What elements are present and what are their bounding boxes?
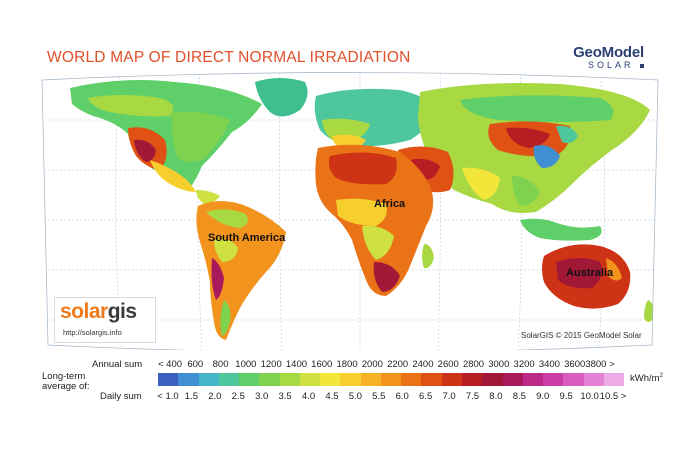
legend-tick: 2.0 (208, 391, 222, 402)
solargis-wordmark: solargis (60, 300, 137, 324)
legend-swatch (340, 373, 361, 386)
legend-tick: 5.0 (348, 391, 362, 402)
legend-swatch (522, 373, 544, 386)
asia (418, 83, 650, 213)
legend-tick: 2400 (412, 359, 434, 370)
legend-tick: 1200 (260, 359, 282, 370)
legend-tick: 1600 (311, 359, 333, 370)
legend-swatch (259, 373, 280, 386)
solargis-url: http://solargis.info (63, 328, 122, 337)
legend-tick: 2.5 (231, 391, 245, 402)
legend-color-bar (158, 373, 625, 386)
legend-unit-text: kWh/m (630, 373, 660, 385)
legend-tick: 1.5 (184, 391, 199, 402)
legend-tick: 10.5 > (599, 391, 627, 402)
logo-word-a: solar (60, 300, 108, 323)
brand-sub-text: SOLAR (587, 60, 634, 70)
legend-longterm-line1: Long-term (42, 371, 86, 382)
legend-swatch (461, 373, 483, 386)
legend-tick: 2800 (462, 359, 485, 370)
legend-swatch (380, 373, 402, 386)
legend-tick: 3600 (564, 359, 586, 370)
region-label-africa: Africa (374, 198, 406, 210)
region-label-south-america: South America (208, 232, 286, 244)
legend-tick: 2000 (361, 359, 383, 370)
legend-swatch (563, 373, 584, 386)
legend-tick: 1000 (235, 359, 257, 370)
legend-tick: 7.0 (442, 391, 456, 402)
map-title: WORLD MAP OF DIRECT NORMAL IRRADIATION (47, 49, 411, 66)
legend-swatch (320, 373, 341, 386)
legend-tick: < 400 (157, 359, 183, 370)
legend-swatch (279, 373, 300, 386)
legend-tick: < 1.0 (157, 391, 179, 402)
legend-tick: 10.0 (580, 391, 599, 402)
greenland (255, 78, 308, 117)
south-america (196, 201, 286, 340)
copyright: SolarGIS © 2015 GeoModel Solar (521, 331, 642, 340)
legend-tick: 9.5 (559, 391, 573, 402)
legend-daily-label: Daily sum (100, 391, 142, 402)
north-america (70, 80, 262, 204)
legend-tick: 8.0 (489, 391, 503, 402)
legend-tick: 8.5 (512, 391, 526, 402)
region-label-australia: Australia (566, 267, 614, 279)
legend-tick: 4.0 (301, 391, 316, 402)
brand-name: GeoModel (573, 44, 644, 61)
new-zealand (644, 300, 655, 322)
legend-swatch (218, 373, 240, 386)
legend-unit-sup: 2 (659, 373, 663, 379)
legend-swatch (441, 373, 462, 386)
legend-tick: 3200 (513, 359, 535, 370)
legend-swatch (360, 373, 381, 386)
legend-tick: 3.5 (278, 391, 292, 402)
brand-sub: SOLAR (573, 60, 644, 70)
legend-swatch (198, 373, 219, 386)
legend-swatch (178, 373, 199, 386)
globe-outline (41, 72, 659, 350)
legend-tick: 4.5 (325, 391, 339, 402)
legend-swatch (299, 373, 321, 386)
legend-tick: 1400 (285, 359, 308, 370)
legend-swatch (502, 373, 523, 386)
legend-annual-label: Annual sum (92, 359, 143, 370)
legend-longterm-line2: average of: (42, 381, 90, 392)
legend-tick: 6.5 (419, 391, 433, 402)
legend-tick: 2600 (437, 359, 459, 370)
legend-tick: 3000 (488, 359, 510, 370)
legend-swatch (421, 373, 442, 386)
legend-tick: 7.5 (465, 391, 480, 402)
legend-tick: 800 (212, 359, 229, 370)
solargis-logo: solargis http://solargis.info (54, 297, 156, 343)
legend-swatch (401, 373, 422, 386)
legend-tick: 3.0 (255, 391, 269, 402)
legend-tick: 6.0 (395, 391, 409, 402)
australia (542, 244, 631, 309)
brand-logo: GeoModel SOLAR (573, 44, 644, 70)
africa (315, 144, 434, 296)
legend-tick: 3400 (538, 359, 560, 370)
legend-unit: kWh/m2 (630, 373, 663, 384)
legend-swatch (583, 373, 604, 386)
legend-tick: 1800 (336, 359, 358, 370)
legend-longterm-label: Long-term average of: (42, 372, 90, 392)
legend-swatch (239, 373, 260, 386)
legend-tick: 5.5 (372, 391, 386, 402)
legend-swatch (158, 373, 179, 386)
legend-tick: 600 (187, 359, 204, 370)
legend-tick: 9.0 (536, 391, 550, 402)
legend-swatch (482, 373, 503, 386)
legend-swatch (603, 373, 625, 386)
brand-square-icon (640, 63, 644, 68)
maritime-asia (520, 218, 602, 241)
legend-tick: 2200 (387, 359, 409, 370)
legend-tick: 3800 > (585, 359, 615, 370)
legend-swatch (543, 373, 564, 386)
logo-word-b: gis (107, 300, 137, 323)
